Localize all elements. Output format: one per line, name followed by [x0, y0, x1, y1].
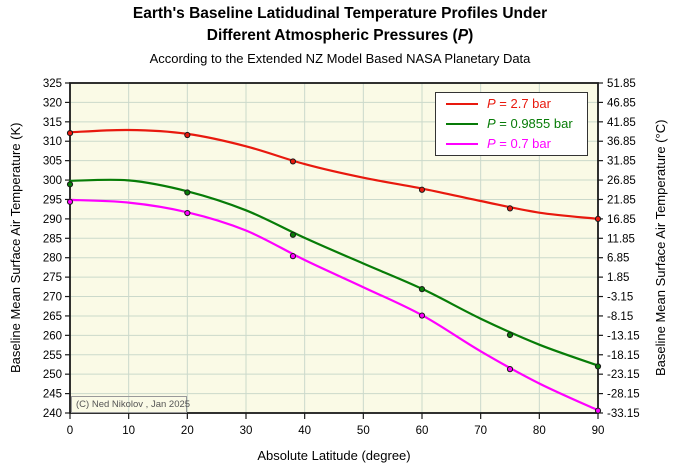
legend-label: P = 2.7 bar — [487, 96, 551, 111]
axis-ticks — [65, 82, 603, 419]
legend-item: P = 0.9855 bar — [446, 115, 583, 133]
gridlines — [70, 83, 598, 413]
y-tick-label-left: 295 — [43, 194, 62, 206]
data-point — [289, 158, 297, 165]
y-tick-label-right: -18.15 — [607, 350, 640, 362]
y-tick-label-right: -3.15 — [607, 292, 633, 304]
data-point — [66, 198, 74, 205]
series-markers-2 — [66, 198, 602, 414]
y-tick-label-right: 51.85 — [607, 78, 636, 90]
x-tick-label: 40 — [298, 425, 311, 437]
x-tick-label: 0 — [67, 425, 73, 437]
y-tick-label-left: 245 — [43, 389, 62, 401]
legend-line-sample — [446, 123, 478, 125]
legend-label: P = 0.9855 bar — [487, 116, 573, 131]
y-tick-label-left: 260 — [43, 330, 62, 342]
y-tick-label-left: 285 — [43, 233, 62, 245]
y-axis-label-left: Baseline Mean Surface Air Temperature (K… — [8, 122, 23, 374]
y-tick-label-right: -13.15 — [607, 330, 640, 342]
y-tick-label-right: 31.85 — [607, 156, 636, 168]
copyright-note: (C) Ned Nikolov , Jan 2025 — [71, 396, 190, 413]
title-segment-prefix: Different Atmospheric Pressures ( — [206, 27, 458, 44]
y-tick-label-right: 11.85 — [607, 233, 635, 245]
series-markers-0 — [66, 129, 602, 222]
y-tick-label-left: 300 — [43, 175, 62, 187]
x-tick-label: 60 — [416, 425, 429, 437]
data-point — [184, 209, 191, 217]
y-tick-label-left: 280 — [43, 253, 62, 265]
data-point — [289, 253, 297, 260]
y-tick-label-right: 1.85 — [607, 272, 629, 284]
x-axis-label: Absolute Latitude (degree) — [257, 448, 411, 463]
y-tick-label-right: 16.85 — [607, 214, 636, 226]
x-tick-label: 20 — [181, 425, 194, 437]
legend-item: P = 0.7 bar — [446, 135, 583, 153]
data-point — [418, 186, 426, 193]
data-point — [418, 312, 426, 319]
chart-title-line2: Different Atmospheric Pressures (P) — [0, 27, 680, 45]
y-tick-label-right: -8.15 — [607, 311, 633, 323]
data-point — [418, 286, 426, 293]
x-tick-label: 80 — [533, 425, 546, 437]
data-point — [184, 189, 191, 196]
x-tick-label: 70 — [474, 425, 487, 437]
y-tick-label-left: 310 — [43, 136, 62, 148]
y-tick-label-left: 290 — [43, 214, 62, 226]
y-tick-label-left: 255 — [43, 350, 62, 362]
y-tick-label-right: 26.85 — [607, 175, 636, 187]
y-tick-label-left: 270 — [43, 292, 62, 304]
series-curve-2 — [68, 198, 600, 412]
data-point — [289, 231, 297, 238]
legend-line-sample — [446, 103, 478, 105]
legend-item: P = 2.7 bar — [446, 95, 583, 113]
data-point — [506, 366, 514, 373]
y-tick-label-right: 41.85 — [607, 117, 636, 129]
y-tick-label-right: -23.15 — [607, 369, 640, 381]
y-tick-label-left: 305 — [43, 156, 62, 168]
y-axis-label-right: Baseline Mean Surface Air Temperature (°… — [653, 119, 668, 377]
plot-frame — [69, 82, 599, 414]
y-tick-label-left: 265 — [43, 311, 62, 323]
y-tick-label-left: 320 — [43, 97, 62, 109]
y-tick-label-left: 275 — [43, 272, 62, 284]
y-tick-label-right: -33.15 — [607, 408, 640, 420]
y-tick-label-left: 315 — [43, 117, 62, 129]
y-tick-label-right: 6.85 — [607, 253, 629, 265]
data-point — [66, 129, 74, 137]
x-tick-label: 90 — [592, 425, 605, 437]
y-tick-label-right: -28.15 — [607, 389, 640, 401]
data-point — [66, 181, 74, 188]
data-point — [184, 131, 191, 139]
data-point — [506, 205, 514, 212]
tick-labels: 325 51.85 320 46.85 315 41.85 310 36.85 305 31.85… — [43, 78, 640, 437]
title-segment-suffix: ) — [468, 27, 474, 44]
title-pressure-symbol: P — [457, 27, 469, 44]
y-tick-label-left: 325 — [43, 78, 62, 90]
chart-subtitle: According to the Extended NZ Model Based… — [149, 51, 531, 66]
y-tick-label-right: 36.85 — [607, 136, 636, 148]
data-point — [594, 215, 602, 222]
chart-title-line1: Earth's Baseline Latidudinal Temperature… — [132, 5, 548, 22]
x-tick-label: 30 — [240, 425, 253, 437]
data-point — [594, 407, 602, 414]
y-tick-label-left: 240 — [43, 408, 62, 420]
legend: P = 2.7 bar P = 0.9855 bar P = 0.7 bar — [435, 92, 588, 156]
y-tick-label-right: 46.85 — [607, 97, 636, 109]
x-tick-label: 50 — [357, 425, 370, 437]
y-tick-label-left: 250 — [43, 369, 62, 381]
x-tick-label: 10 — [122, 425, 135, 437]
data-point — [506, 331, 514, 339]
y-tick-label-right: 21.85 — [607, 194, 636, 206]
data-point — [594, 363, 602, 370]
legend-line-sample — [446, 143, 478, 145]
legend-label: P = 0.7 bar — [487, 136, 551, 151]
series-markers-1 — [66, 181, 602, 370]
